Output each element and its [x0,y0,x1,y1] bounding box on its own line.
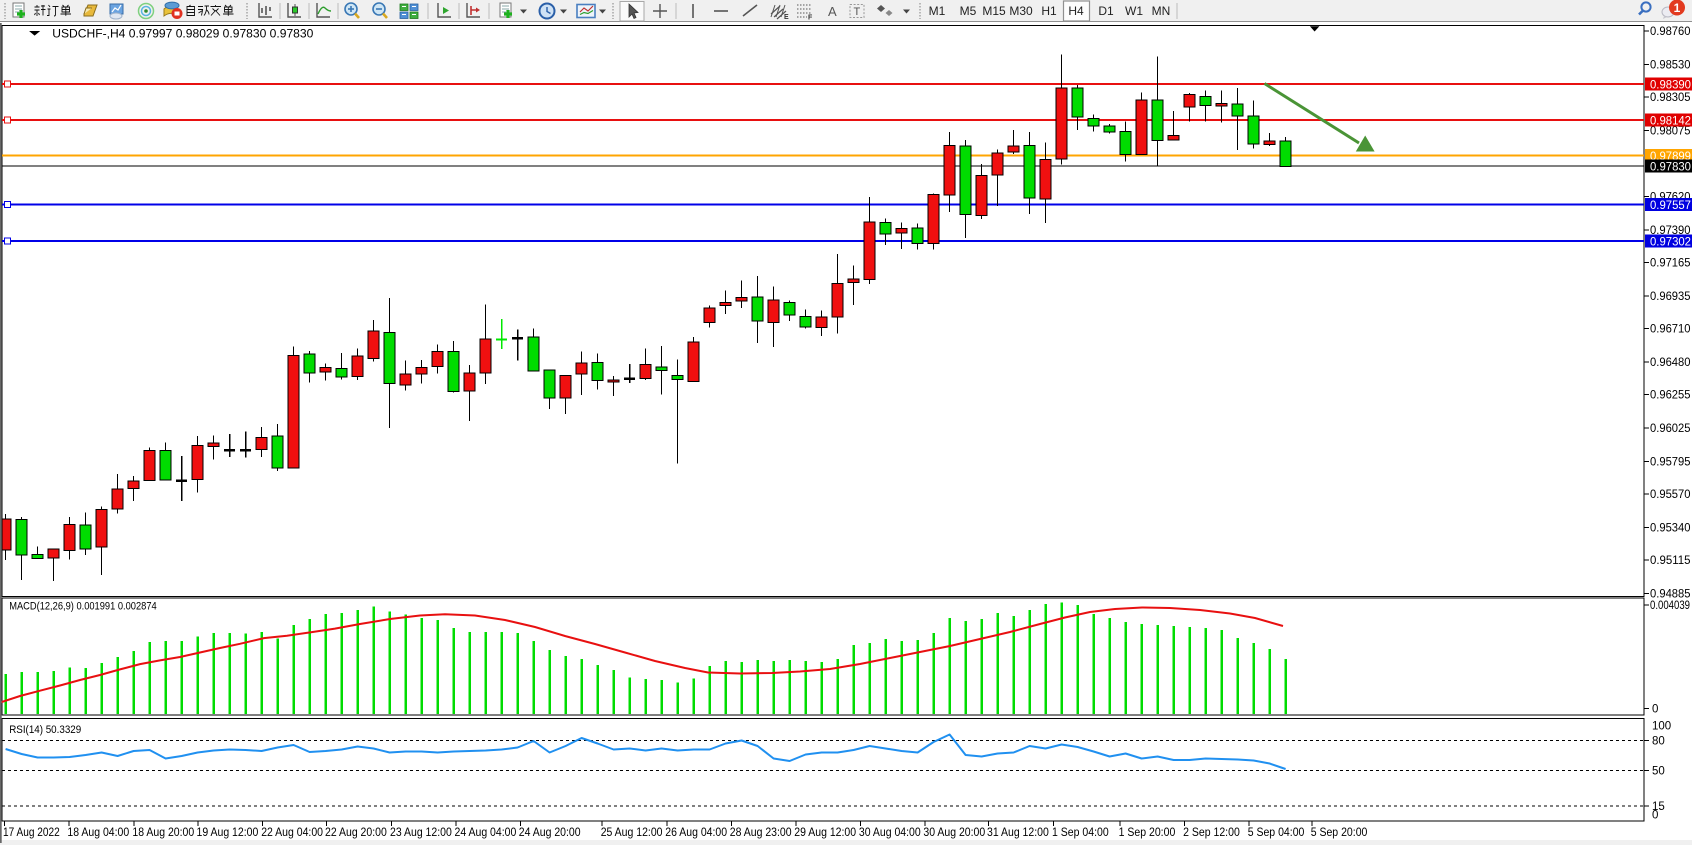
svg-text:0.96255: 0.96255 [1650,390,1691,402]
svg-text:M30: M30 [1009,4,1033,18]
svg-text:0.95570: 0.95570 [1650,489,1691,501]
svg-text:0.97390: 0.97390 [1650,225,1691,237]
svg-text:22 Aug 20:00: 22 Aug 20:00 [325,827,387,839]
svg-text:0.98075: 0.98075 [1650,126,1691,138]
svg-text:24 Aug 04:00: 24 Aug 04:00 [455,827,517,839]
svg-text:18 Aug 04:00: 18 Aug 04:00 [67,827,129,839]
svg-text:A: A [828,4,837,19]
svg-text:80: 80 [1652,736,1665,748]
svg-text:D1: D1 [1098,4,1114,18]
svg-text:15: 15 [1652,801,1665,813]
svg-text:M5: M5 [960,4,977,18]
svg-text:0.96710: 0.96710 [1650,324,1691,336]
svg-text:USDCHF-,H4 0.97997 0.98029 0.: USDCHF-,H4 0.97997 0.98029 0.97830 0.978… [52,26,313,40]
svg-text:0.97830: 0.97830 [1650,162,1691,174]
svg-text:30 Aug 20:00: 30 Aug 20:00 [923,827,985,839]
svg-text:24 Aug 20:00: 24 Aug 20:00 [519,827,581,839]
svg-text:0.98530: 0.98530 [1650,59,1691,71]
svg-text:0.98305: 0.98305 [1650,92,1691,104]
svg-text:0.95340: 0.95340 [1650,523,1691,535]
svg-text:28 Aug 23:00: 28 Aug 23:00 [730,827,792,839]
svg-text:18 Aug 20:00: 18 Aug 20:00 [132,827,194,839]
svg-text:0.98142: 0.98142 [1650,116,1691,128]
svg-text:1 Sep 04:00: 1 Sep 04:00 [1052,827,1109,839]
svg-text:17 Aug 2022: 17 Aug 2022 [3,827,60,839]
svg-text:30 Aug 04:00: 30 Aug 04:00 [859,827,921,839]
svg-text:1: 1 [1674,1,1681,15]
svg-text:0.97302: 0.97302 [1650,237,1691,249]
svg-text:1 Sep 20:00: 1 Sep 20:00 [1119,827,1176,839]
svg-text:25 Aug 12:00: 25 Aug 12:00 [601,827,663,839]
svg-text:0.96935: 0.96935 [1650,291,1691,303]
svg-text:0: 0 [1652,810,1658,822]
svg-text:31 Aug 12:00: 31 Aug 12:00 [987,827,1049,839]
svg-text:26 Aug 04:00: 26 Aug 04:00 [665,827,727,839]
svg-text:MN: MN [1152,4,1171,18]
svg-text:0.95115: 0.95115 [1650,555,1691,567]
svg-text:0.94885: 0.94885 [1650,589,1691,601]
svg-text:RSI(14) 50.3329: RSI(14) 50.3329 [9,724,81,736]
svg-text:22 Aug 04:00: 22 Aug 04:00 [261,827,323,839]
svg-text:F: F [808,15,813,22]
svg-text:0.97165: 0.97165 [1650,258,1691,270]
svg-text:M1: M1 [929,4,946,18]
svg-text:0.97557: 0.97557 [1650,200,1691,212]
svg-text:0: 0 [1652,704,1658,716]
svg-text:0.004039: 0.004039 [1650,600,1690,612]
svg-text:5 Sep 04:00: 5 Sep 04:00 [1248,827,1305,839]
svg-text:E: E [784,14,789,21]
svg-text:M15: M15 [982,4,1006,18]
svg-text:MACD(12,26,9) 0.001991 0.00287: MACD(12,26,9) 0.001991 0.002874 [9,600,157,612]
svg-text:23 Aug 12:00: 23 Aug 12:00 [390,827,452,839]
svg-text:29 Aug 12:00: 29 Aug 12:00 [794,827,856,839]
svg-text:0.98760: 0.98760 [1650,26,1691,38]
svg-text:T: T [854,6,861,18]
svg-text:H4: H4 [1068,4,1084,18]
svg-text:W1: W1 [1125,4,1143,18]
svg-text:0.98390: 0.98390 [1650,80,1691,92]
svg-text:100: 100 [1652,721,1671,733]
svg-text:50: 50 [1652,766,1665,778]
svg-text:0.95795: 0.95795 [1650,457,1691,469]
svg-text:19 Aug 12:00: 19 Aug 12:00 [197,827,259,839]
svg-text:2 Sep 12:00: 2 Sep 12:00 [1183,827,1240,839]
svg-text:5 Sep 20:00: 5 Sep 20:00 [1311,827,1368,839]
svg-text:H1: H1 [1041,4,1057,18]
svg-text:0.96025: 0.96025 [1650,423,1691,435]
svg-text:0.96480: 0.96480 [1650,357,1691,369]
